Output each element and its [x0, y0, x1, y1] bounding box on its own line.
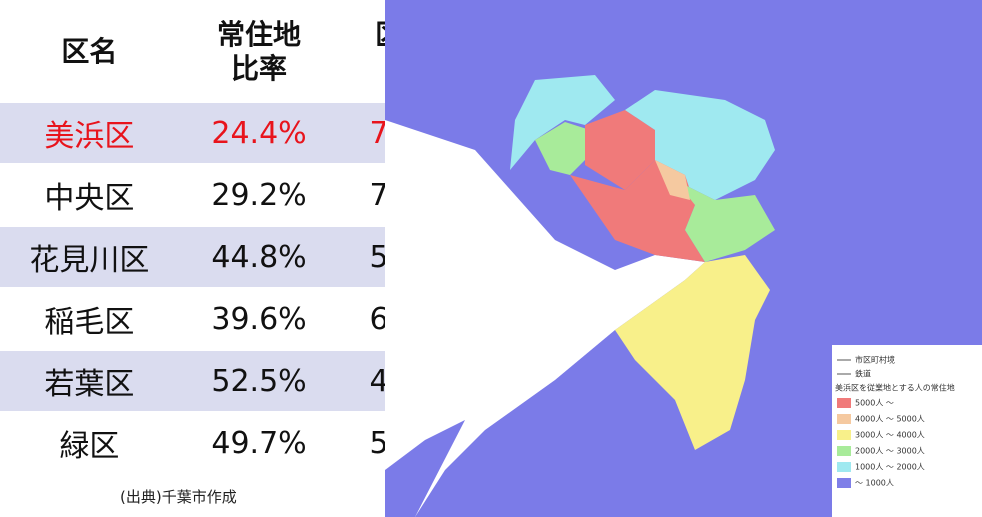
- legend-swatch: [837, 478, 851, 488]
- header-text: 区名: [61, 34, 118, 68]
- table-cell: 39.6%: [178, 288, 340, 351]
- legend-text: 2000人 ～ 3000人: [855, 447, 925, 456]
- table-cell: 美浜区: [0, 103, 179, 165]
- legend-text: 1000人 ～ 2000人: [855, 463, 925, 472]
- table-cell: 中央区: [0, 164, 179, 227]
- caption: (出典)千葉市作成: [120, 488, 237, 506]
- table-cell: 29.2%: [178, 164, 340, 227]
- table-cell: 49.7%: [178, 412, 340, 475]
- legend-swatch: [837, 462, 851, 472]
- table-cell: 52.5%: [178, 350, 340, 413]
- legend-swatch: [837, 414, 851, 424]
- header-cell: 区名: [0, 0, 179, 103]
- header-cell: 常住地 比率: [179, 0, 340, 103]
- legend-swatch: [837, 446, 851, 456]
- legend-swatch: [837, 398, 851, 408]
- legend-text: 市区町村境: [855, 355, 895, 365]
- legend-swatch: [837, 430, 851, 440]
- table-cell: 緑区: [0, 412, 179, 475]
- legend-text: ～ 1000人: [855, 479, 894, 488]
- legend-title: 美浜区を従業地とする人の常住地: [835, 383, 955, 393]
- legend-text: 5000人 ～: [855, 399, 894, 408]
- legend-text: 鉄道: [855, 369, 871, 379]
- table-cell: 若葉区: [0, 350, 179, 413]
- header-text: 常住地: [217, 17, 302, 51]
- table-cell: 稲毛区: [0, 288, 179, 351]
- table-cell: 44.8%: [178, 226, 340, 289]
- table-cell: 24.4%: [178, 103, 340, 165]
- header-text: 比率: [231, 51, 288, 85]
- table-cell: 花見川区: [0, 226, 179, 289]
- legend-text: 3000人 ～ 4000人: [855, 431, 925, 440]
- legend-text: 4000人 ～ 5000人: [855, 415, 925, 424]
